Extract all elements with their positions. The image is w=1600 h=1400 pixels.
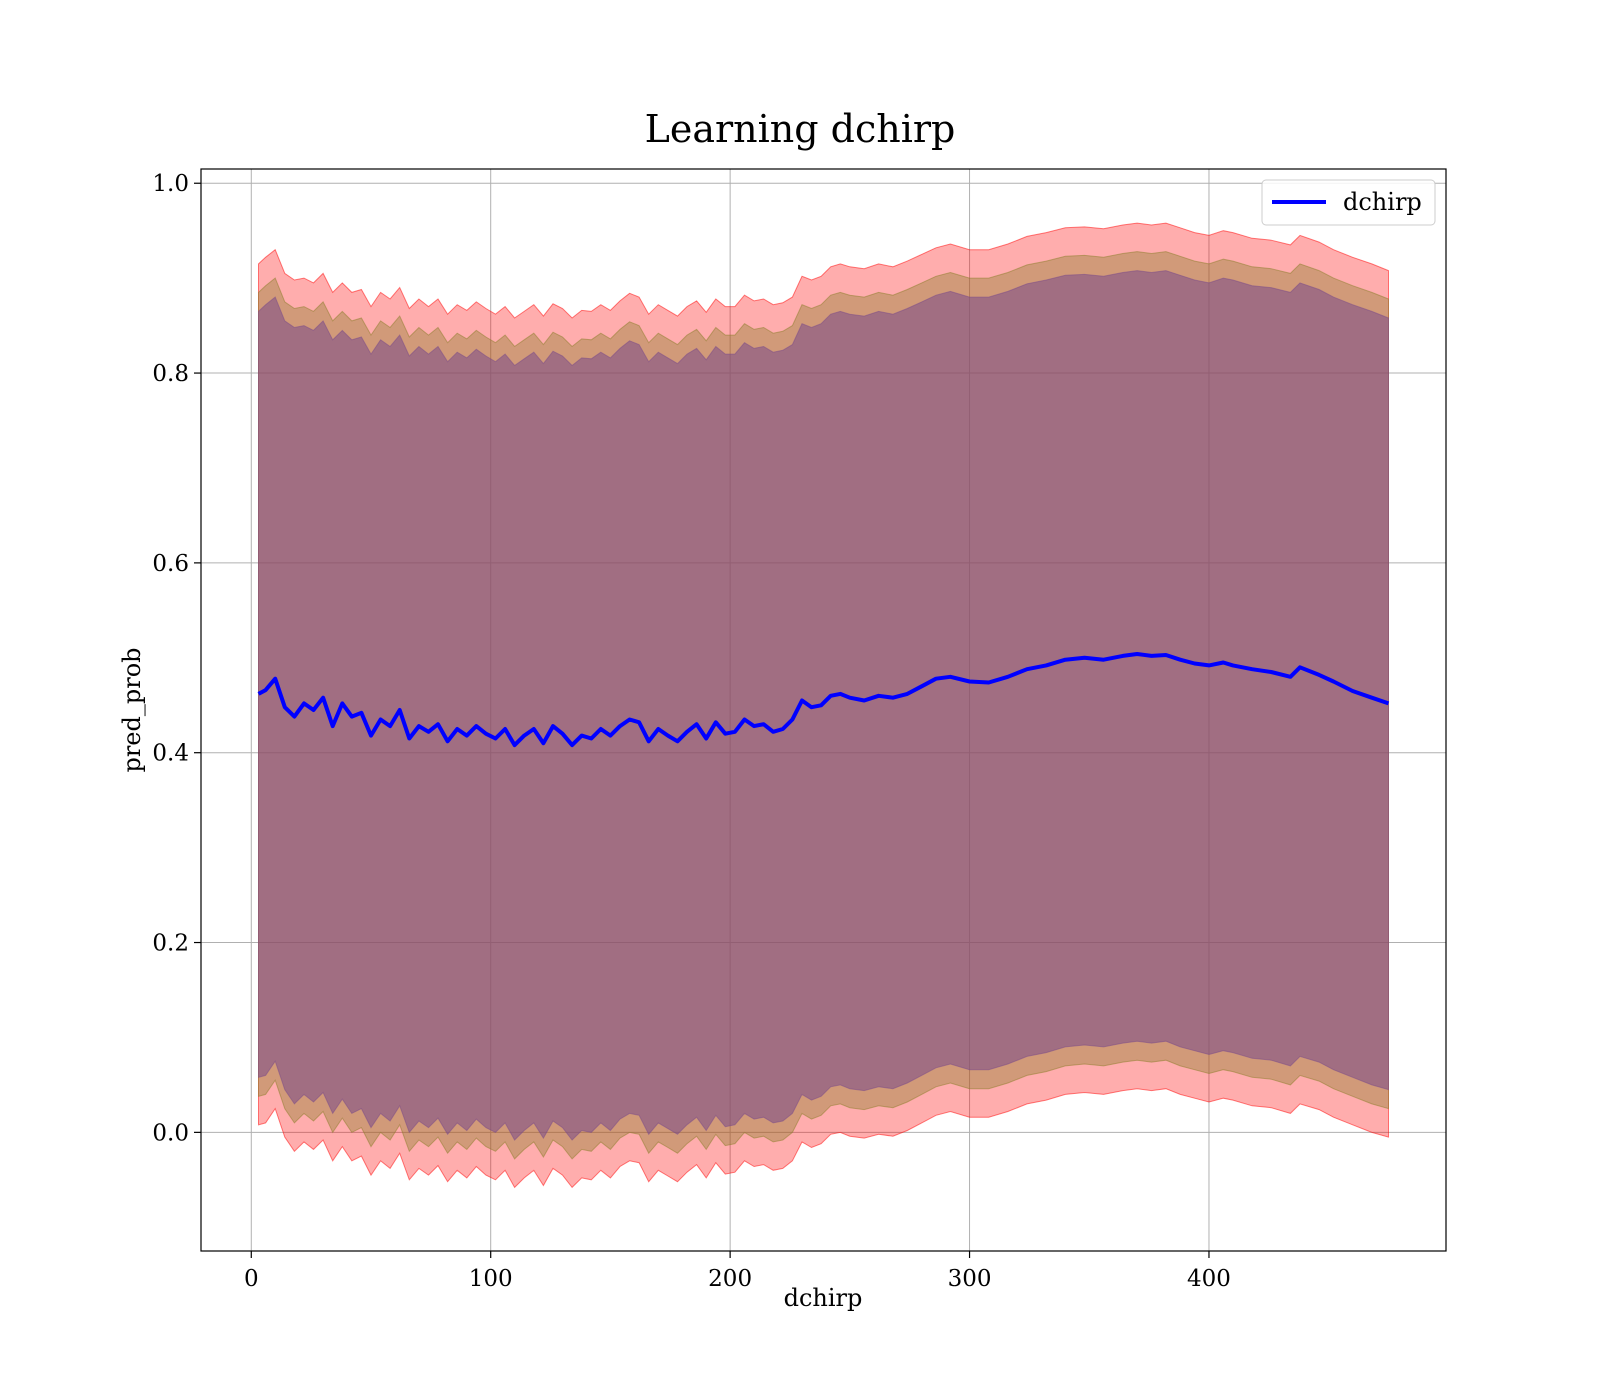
y-tick-label: 0.8 [152, 361, 189, 387]
y-tick-label: 0.6 [152, 551, 189, 577]
y-tick-label: 1.0 [152, 171, 189, 197]
legend-box [1261, 179, 1436, 226]
x-tick-label: 400 [1187, 1266, 1231, 1292]
series-lines [257, 652, 1390, 748]
legend: dchirp [1261, 179, 1436, 226]
y-axis-ticks: 0.0 0.2 0.4 0.6 0.8 1.0 [152, 171, 201, 1146]
plot-frame [200, 168, 1447, 1252]
chart-title: Learning dchirp [645, 107, 956, 151]
x-axis-label: dchirp [784, 1284, 863, 1312]
x-tick-label: 0 [244, 1266, 259, 1292]
x-axis-ticks: 0 100 200 300 400 [244, 1251, 1231, 1292]
x-tick-label: 200 [708, 1266, 752, 1292]
y-tick-label: 0.0 [152, 1120, 189, 1146]
x-tick-label: 100 [469, 1266, 513, 1292]
legend-label-dchirp: dchirp [1343, 188, 1422, 216]
x-tick-label: 300 [948, 1266, 992, 1292]
y-axis-label: pred_prob [118, 647, 146, 772]
y-tick-label: 0.2 [152, 931, 189, 957]
y-tick-label: 0.4 [152, 741, 189, 767]
series-line-dchirp [257, 652, 1390, 748]
